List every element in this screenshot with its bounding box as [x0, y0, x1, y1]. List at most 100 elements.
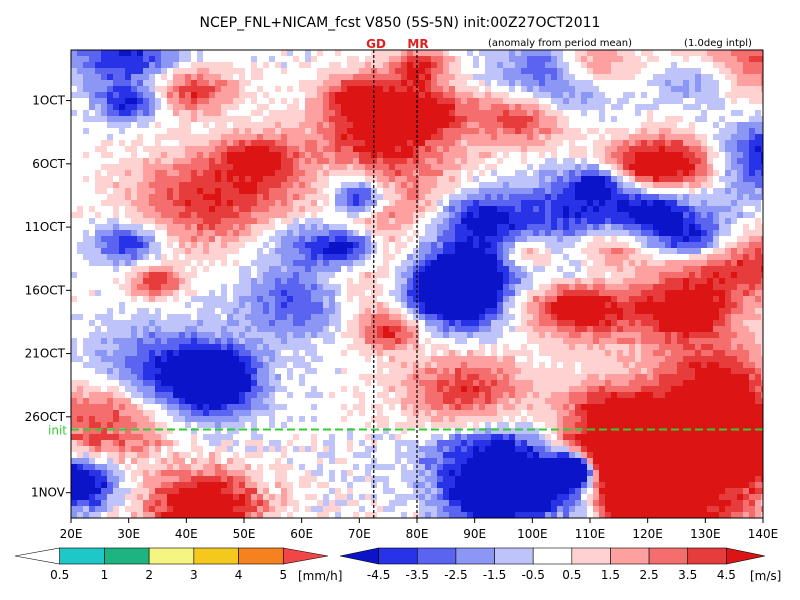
- field-cell: [641, 344, 647, 350]
- field-cell: [731, 308, 737, 314]
- field-cell: [353, 230, 359, 236]
- field-cell: [599, 92, 605, 98]
- field-cell: [617, 200, 623, 206]
- field-cell: [215, 170, 221, 176]
- field-cell: [473, 308, 479, 314]
- field-cell: [737, 284, 743, 290]
- field-cell: [683, 56, 689, 62]
- field-cell: [695, 296, 701, 302]
- field-cell: [743, 260, 749, 266]
- field-cell: [191, 272, 197, 278]
- field-cell: [437, 314, 443, 320]
- field-cell: [233, 356, 239, 362]
- field-cell: [563, 62, 569, 68]
- field-cell: [707, 278, 713, 284]
- field-cell: [737, 122, 743, 128]
- field-cell: [161, 212, 167, 218]
- field-cell: [347, 182, 353, 188]
- field-cell: [635, 164, 641, 170]
- field-cell: [527, 230, 533, 236]
- field-cell: [497, 320, 503, 326]
- field-cell: [671, 230, 677, 236]
- field-cell: [431, 158, 437, 164]
- field-cell: [275, 200, 281, 206]
- field-cell: [707, 308, 713, 314]
- field-cell: [677, 128, 683, 134]
- field-cell: [233, 176, 239, 182]
- field-cell: [233, 206, 239, 212]
- field-cell: [209, 170, 215, 176]
- field-cell: [389, 98, 395, 104]
- field-cell: [455, 134, 461, 140]
- field-cell: [671, 50, 677, 56]
- field-cell: [617, 176, 623, 182]
- field-cell: [569, 332, 575, 338]
- field-cell: [617, 290, 623, 296]
- field-cell: [233, 302, 239, 308]
- field-cell: [383, 74, 389, 80]
- field-cell: [719, 266, 725, 272]
- field-cell: [305, 242, 311, 248]
- field-cell: [563, 326, 569, 332]
- field-cell: [731, 356, 737, 362]
- field-cell: [443, 158, 449, 164]
- field-cell: [227, 236, 233, 242]
- field-cell: [449, 266, 455, 272]
- field-cell: [329, 308, 335, 314]
- field-cell: [689, 80, 695, 86]
- field-cell: [557, 140, 563, 146]
- field-cell: [443, 350, 449, 356]
- field-cell: [677, 236, 683, 242]
- field-cell: [263, 344, 269, 350]
- field-cell: [281, 230, 287, 236]
- field-cell: [575, 236, 581, 242]
- field-cell: [341, 164, 347, 170]
- field-cell: [161, 350, 167, 356]
- field-cell: [329, 74, 335, 80]
- field-cell: [695, 50, 701, 56]
- field-cell: [215, 92, 221, 98]
- field-cell: [713, 350, 719, 356]
- field-cell: [191, 290, 197, 296]
- field-cell: [575, 146, 581, 152]
- field-cell: [755, 278, 761, 284]
- field-cell: [293, 152, 299, 158]
- field-cell: [641, 302, 647, 308]
- field-cell: [215, 80, 221, 86]
- field-cell: [215, 332, 221, 338]
- field-cell: [533, 230, 539, 236]
- field-cell: [287, 344, 293, 350]
- field-cell: [557, 326, 563, 332]
- field-cell: [569, 320, 575, 326]
- field-cell: [479, 200, 485, 206]
- field-cell: [605, 182, 611, 188]
- field-cell: [359, 188, 365, 194]
- field-cell: [581, 320, 587, 326]
- field-cell: [383, 326, 389, 332]
- field-cell: [695, 170, 701, 176]
- field-cell: [623, 350, 629, 356]
- field-cell: [575, 98, 581, 104]
- field-cell: [101, 248, 107, 254]
- field-cell: [119, 80, 125, 86]
- field-cell: [383, 314, 389, 320]
- field-cell: [623, 182, 629, 188]
- field-cell: [299, 128, 305, 134]
- field-cell: [149, 212, 155, 218]
- field-cell: [377, 290, 383, 296]
- field-cell: [623, 158, 629, 164]
- field-cell: [743, 290, 749, 296]
- field-cell: [713, 62, 719, 68]
- field-cell: [335, 284, 341, 290]
- field-cell: [677, 164, 683, 170]
- field-cell: [365, 242, 371, 248]
- field-cell: [191, 338, 197, 344]
- field-cell: [761, 326, 763, 332]
- field-cell: [263, 140, 269, 146]
- field-cell: [521, 152, 527, 158]
- field-cell: [497, 272, 503, 278]
- field-cell: [737, 308, 743, 314]
- field-cell: [131, 236, 137, 242]
- field-cell: [617, 266, 623, 272]
- field-cell: [695, 158, 701, 164]
